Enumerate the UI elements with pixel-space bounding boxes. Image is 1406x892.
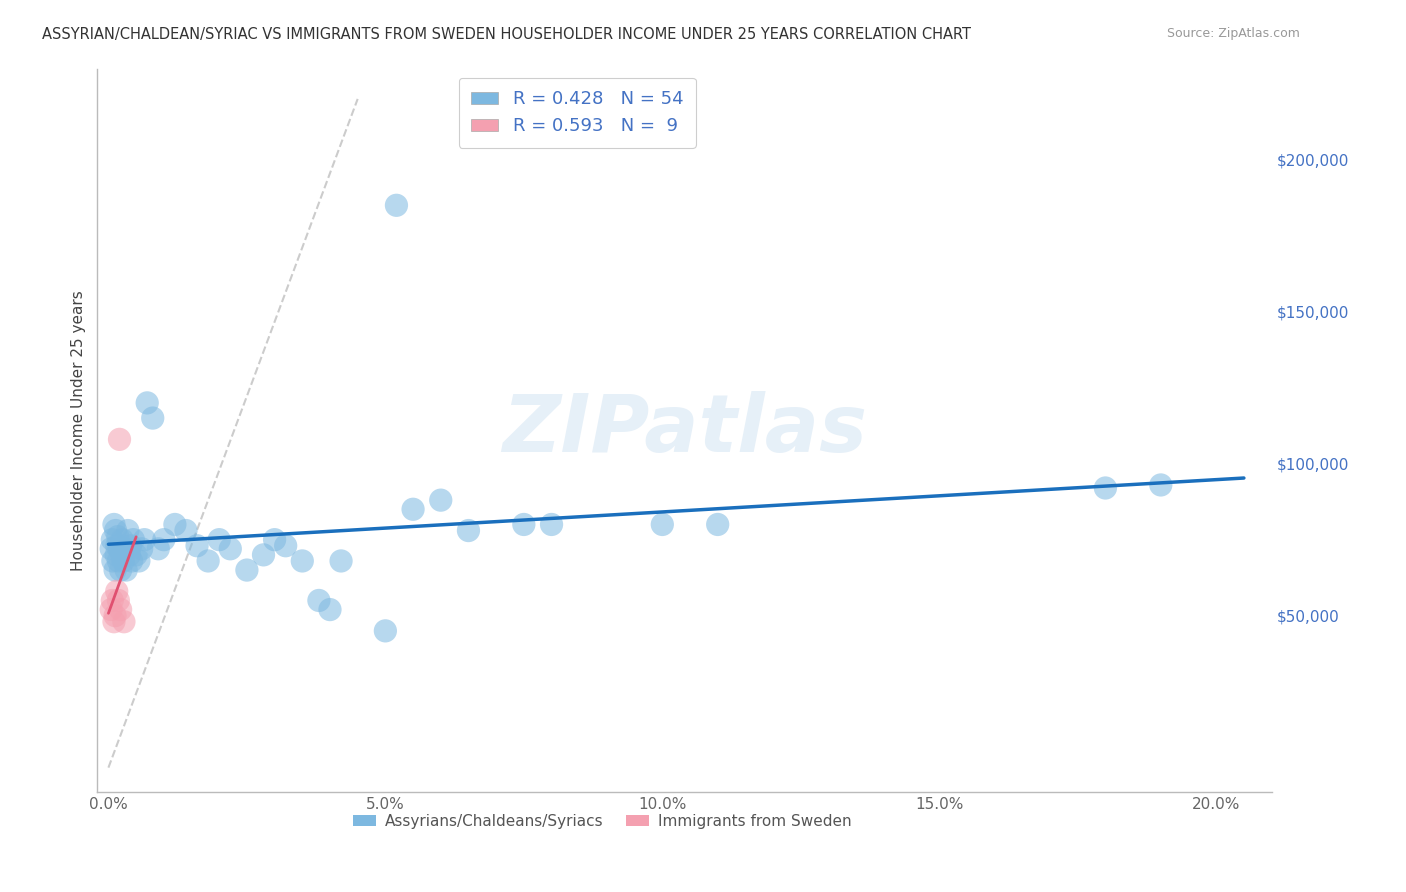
Point (402, 502, 425, 516)
Point (110, 563, 132, 577)
Point (128, 554, 150, 568)
Point (219, 541, 242, 556)
Point (429, 493, 451, 508)
Point (134, 533, 156, 547)
Point (110, 602, 132, 616)
Point (101, 533, 124, 547)
Point (104, 608, 127, 623)
Point (706, 517, 728, 532)
Point (101, 593, 124, 607)
Point (308, 593, 330, 607)
Point (122, 533, 145, 547)
Point (263, 533, 285, 547)
Point (107, 554, 129, 568)
Y-axis label: Householder Income Under 25 years: Householder Income Under 25 years (72, 290, 86, 571)
Point (100, 602, 122, 616)
Point (330, 554, 353, 568)
Point (112, 615, 135, 629)
Point (104, 563, 127, 577)
Point (104, 524, 127, 538)
Point (186, 539, 208, 553)
Point (111, 533, 134, 547)
Point (121, 554, 143, 568)
Point (148, 541, 170, 556)
Point (108, 433, 131, 447)
Point (385, 198, 408, 212)
Point (115, 563, 138, 577)
Point (142, 411, 165, 425)
Text: ZIPatlas: ZIPatlas (502, 392, 868, 469)
Point (120, 539, 142, 553)
Point (103, 517, 125, 532)
Point (197, 554, 219, 568)
Point (131, 541, 153, 556)
Point (112, 554, 135, 568)
Point (117, 524, 139, 538)
Point (118, 548, 141, 562)
Point (100, 541, 122, 556)
Point (107, 530, 129, 544)
Point (274, 539, 297, 553)
Point (163, 517, 186, 532)
Point (105, 584, 128, 599)
Point (252, 548, 274, 562)
Point (105, 539, 128, 553)
Point (125, 548, 148, 562)
Point (153, 533, 176, 547)
Point (108, 541, 131, 556)
Point (291, 554, 314, 568)
Point (374, 624, 396, 638)
Point (101, 554, 124, 568)
Point (540, 517, 562, 532)
Point (457, 524, 479, 538)
Point (319, 602, 342, 616)
Point (111, 548, 134, 562)
Point (105, 548, 128, 562)
Point (107, 593, 129, 607)
Text: ASSYRIAN/CHALDEAN/SYRIAC VS IMMIGRANTS FROM SWEDEN HOUSEHOLDER INCOME UNDER 25 Y: ASSYRIAN/CHALDEAN/SYRIAC VS IMMIGRANTS F… (42, 27, 972, 42)
Point (174, 524, 197, 538)
Point (103, 615, 125, 629)
Text: Source: ZipAtlas.com: Source: ZipAtlas.com (1167, 27, 1301, 40)
Point (651, 517, 673, 532)
Legend: Assyrians/Chaldeans/Syriacs, Immigrants from Sweden: Assyrians/Chaldeans/Syriacs, Immigrants … (346, 808, 858, 835)
Point (236, 563, 259, 577)
Point (208, 533, 231, 547)
Point (1150, 478, 1173, 492)
Point (114, 541, 136, 556)
Point (136, 396, 159, 410)
Point (1094, 481, 1116, 495)
Point (513, 517, 536, 532)
